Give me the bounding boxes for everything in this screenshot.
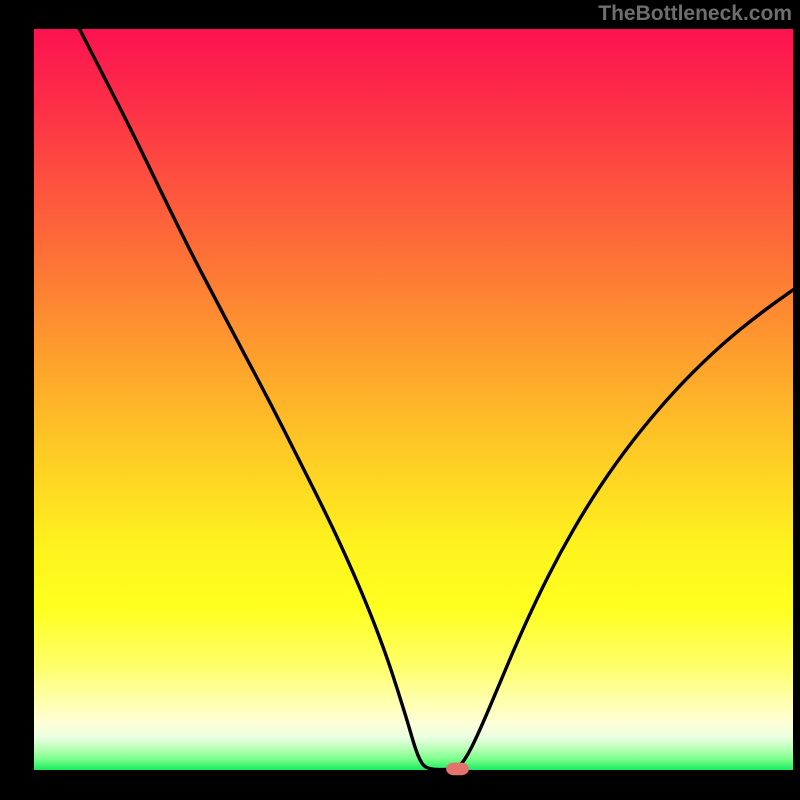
plot-background xyxy=(34,29,793,770)
optimal-marker xyxy=(446,763,469,776)
bottleneck-plot xyxy=(0,0,800,800)
chart-stage: TheBottleneck.com xyxy=(0,0,800,800)
